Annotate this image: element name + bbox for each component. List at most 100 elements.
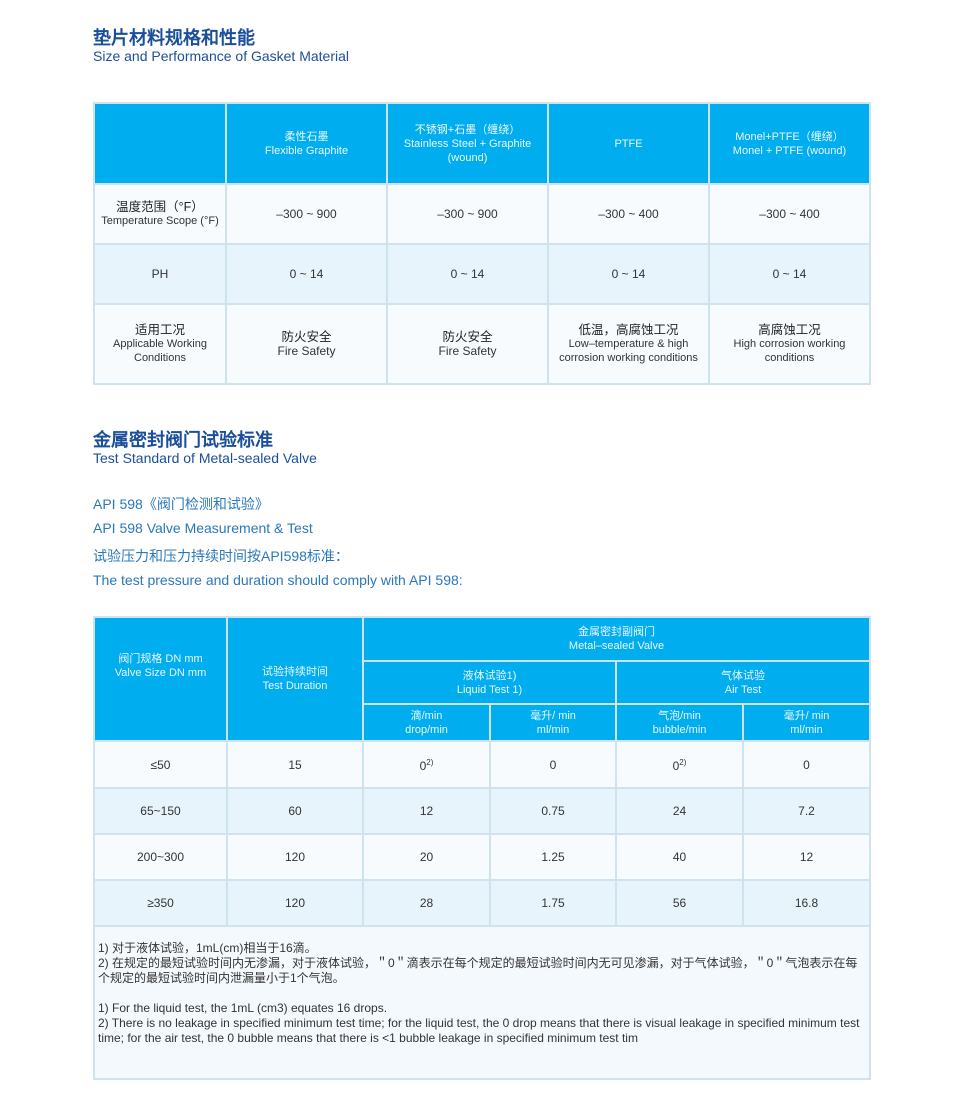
value: 0 — [672, 759, 680, 773]
duration: 120 — [226, 879, 364, 927]
header-unit: 气泡/min bubble/min — [615, 703, 744, 742]
size: 200~300 — [93, 833, 228, 881]
col-en: Stainless Steel + Graphite (wound) — [403, 137, 532, 164]
ml-liquid: 1.75 — [489, 879, 617, 927]
header-metal-sealed: 金属密封副阀门 Metal–sealed Valve — [362, 616, 871, 662]
cn: 气体试验 — [721, 669, 765, 682]
footnote-ref: 2) — [679, 758, 687, 767]
col-cn: Monel+PTFE（缠绕） — [735, 130, 844, 143]
header-unit: 滴/min drop/min — [362, 703, 491, 742]
en: Valve Size DN mm — [114, 667, 207, 679]
cell-en: Fire Safety — [277, 344, 336, 358]
header-monel-ptfe: Monel+PTFE（缠绕） Monel + PTFE (wound) — [708, 102, 871, 185]
cell: 0 ~ 14 — [386, 243, 549, 305]
duration: 120 — [226, 833, 364, 881]
notes-row: 1) 对于液体试验，1mL(cm)相当于16滴。 2) 在规定的最短试验时间内无… — [93, 925, 871, 1080]
ml-air: 7.2 — [742, 787, 871, 835]
note-en-2: 2) There is no leakage in specified mini… — [98, 1016, 860, 1045]
cell-en: High corrosion working conditions — [733, 338, 846, 364]
duration: 15 — [226, 740, 364, 789]
col-cn: 不锈钢+石墨（缠绕） — [414, 123, 521, 136]
header-row-2: 液体试验1) Liquid Test 1) 气体试验 Air Test — [94, 660, 871, 705]
en: Liquid Test 1) — [456, 683, 523, 696]
notes-cell: 1) 对于液体试验，1mL(cm)相当于16滴。 2) 在规定的最短试验时间内无… — [93, 925, 871, 1080]
bubble: 24 — [615, 787, 744, 835]
cn: 液体试验1) — [462, 669, 517, 682]
cell: –300 ~ 400 — [547, 183, 710, 245]
ml-liquid: 0 — [489, 740, 617, 789]
value: 0 — [419, 759, 427, 773]
header-test-duration: 试验持续时间 Test Duration — [226, 616, 364, 742]
row-label: 适用工况 Applicable Working Conditions — [93, 303, 227, 385]
header-air-test: 气体试验 Air Test — [615, 660, 871, 705]
drop: 20 — [362, 833, 491, 881]
en: bubble/min — [652, 723, 707, 736]
col-cn: 柔性石墨 — [284, 130, 329, 143]
bubble: 02) — [615, 740, 744, 789]
ml-liquid: 1.25 — [489, 833, 617, 881]
drop: 12 — [362, 787, 491, 835]
en: ml/min — [536, 723, 570, 736]
valve-test-table: 阀门规格 DN mm Valve Size DN mm 试验持续时间 Test Du… — [93, 616, 871, 1080]
col-en: Monel + PTFE (wound) — [732, 144, 847, 157]
section2-title-en: Test Standard of Metal-sealed Valve — [93, 450, 317, 466]
label-cn: 温度范围（°F） — [116, 200, 204, 214]
cell: 0 ~ 14 — [225, 243, 388, 305]
header-valve-size: 阀门规格 DN mm Valve Size DN mm — [93, 616, 228, 742]
label-cn: 适用工况 — [134, 323, 185, 337]
bubble: 56 — [615, 879, 744, 927]
cell: 防火安全 Fire Safety — [225, 303, 388, 385]
size: 65~150 — [93, 787, 228, 835]
cell-cn: 低温，高腐蚀工况 — [578, 323, 679, 337]
duration: 60 — [226, 787, 364, 835]
cell: –300 ~ 400 — [708, 183, 871, 245]
cell: 高腐蚀工况 High corrosion working conditions — [708, 303, 871, 385]
cell: 防火安全 Fire Safety — [386, 303, 549, 385]
cell-en: Low–temperature & high corrosion working… — [559, 338, 698, 364]
footnote-ref: 2) — [426, 758, 434, 767]
cn: 毫升/ min — [530, 709, 576, 722]
cn: 金属密封副阀门 — [578, 626, 655, 638]
cn: 毫升/ min — [783, 709, 830, 722]
note-en-1: 1) For the liquid test, the 1mL (cm3) eq… — [98, 1001, 388, 1015]
cell: 0 ~ 14 — [547, 243, 710, 305]
cn: 气泡/min — [658, 709, 701, 722]
en: Test Duration — [262, 680, 328, 692]
bubble: 40 — [615, 833, 744, 881]
en: Metal–sealed Valve — [568, 640, 665, 652]
api-line-1: API 598《阀门检测和试验》 — [93, 496, 269, 512]
ml-air: 12 — [742, 833, 871, 881]
api-line-4: The test pressure and duration should co… — [93, 572, 463, 588]
section1-title-cn: 垫片材料规格和性能 — [93, 28, 255, 49]
cn: 滴/min — [410, 709, 443, 722]
table-row-conditions: 适用工况 Applicable Working Conditions 防火安全 Fi… — [93, 303, 871, 385]
header-row-1: 阀门规格 DN mm Valve Size DN mm 试验持续时间 Test Du… — [93, 616, 871, 742]
table-row: 65~150 60 12 0.75 24 7.2 — [93, 787, 871, 835]
table-row: ≤50 15 02) 0 02) 0 — [93, 740, 871, 789]
header-flexible-graphite: 柔性石墨 Flexible Graphite — [225, 102, 388, 185]
en: drop/min — [405, 723, 448, 736]
cell: 0 ~ 14 — [708, 243, 871, 305]
header-liquid-test: 液体试验1) Liquid Test 1) — [362, 660, 617, 705]
cn: 试验持续时间 — [262, 666, 328, 678]
ml-liquid: 0.75 — [489, 787, 617, 835]
col-en: PTFE — [614, 137, 643, 150]
note-cn-1: 1) 对于液体试验，1mL(cm)相当于16滴。 — [98, 941, 317, 955]
cell-en: Fire Safety — [438, 344, 497, 358]
row-label: PH — [93, 243, 227, 305]
table-row: ≥350 120 28 1.75 56 16.8 — [93, 879, 871, 927]
header-unit: 毫升/ min ml/min — [489, 703, 617, 742]
drop: 28 — [362, 879, 491, 927]
cell-cn: 防火安全 — [442, 330, 493, 344]
en: ml/min — [790, 723, 823, 736]
cell: –300 ~ 900 — [386, 183, 549, 245]
label-en: Temperature Scope (°F) — [101, 215, 219, 227]
header-unit: 毫升/ min ml/min — [742, 703, 871, 742]
ml-air: 0 — [742, 740, 871, 789]
gasket-material-table: 柔性石墨 Flexible Graphite 不锈钢+石墨（缠绕） Stainles… — [93, 102, 871, 385]
table-row: 200~300 120 20 1.25 40 12 — [93, 833, 871, 881]
label-en: Applicable Working Conditions — [113, 338, 207, 364]
api-line-2: API 598 Valve Measurement & Test — [93, 520, 313, 536]
size: ≤50 — [93, 740, 228, 789]
col-en: Flexible Graphite — [264, 144, 349, 157]
